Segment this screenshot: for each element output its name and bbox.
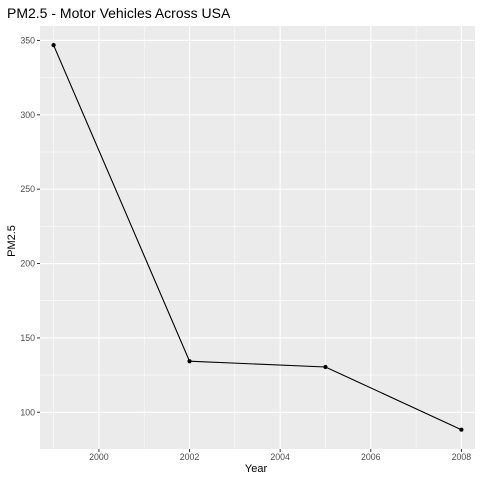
x-axis-title: Year — [245, 463, 268, 475]
series-pm25 — [51, 43, 464, 432]
x-tick-label: 2008 — [452, 452, 472, 462]
y-tick-label: 300 — [20, 110, 35, 120]
x-tick-label: 2002 — [180, 452, 200, 462]
major-gridlines — [40, 26, 475, 449]
y-axis-title: PM2.5 — [6, 225, 18, 257]
y-tick-label: 350 — [20, 35, 35, 45]
data-point — [51, 43, 56, 48]
plot-panel — [40, 26, 475, 449]
data-point — [459, 427, 464, 432]
chart-title: PM2.5 - Motor Vehicles Across USA — [7, 5, 231, 21]
tick-labels: 2000 2002 2004 2006 2008 100 150 200 250 300 350 — [20, 35, 471, 462]
x-tick-label: 2000 — [89, 452, 109, 462]
x-tick-label: 2004 — [270, 452, 290, 462]
x-tick-label: 2006 — [361, 452, 381, 462]
series-line — [53, 44, 462, 431]
data-point — [187, 359, 192, 364]
y-tick-label: 200 — [20, 259, 35, 269]
data-point — [323, 364, 328, 370]
y-tick-label: 150 — [20, 333, 35, 343]
y-tick-label: 250 — [20, 184, 35, 194]
axis-ticks — [37, 39, 462, 452]
y-tick-label: 100 — [20, 407, 35, 417]
minor-gridlines — [40, 26, 475, 449]
